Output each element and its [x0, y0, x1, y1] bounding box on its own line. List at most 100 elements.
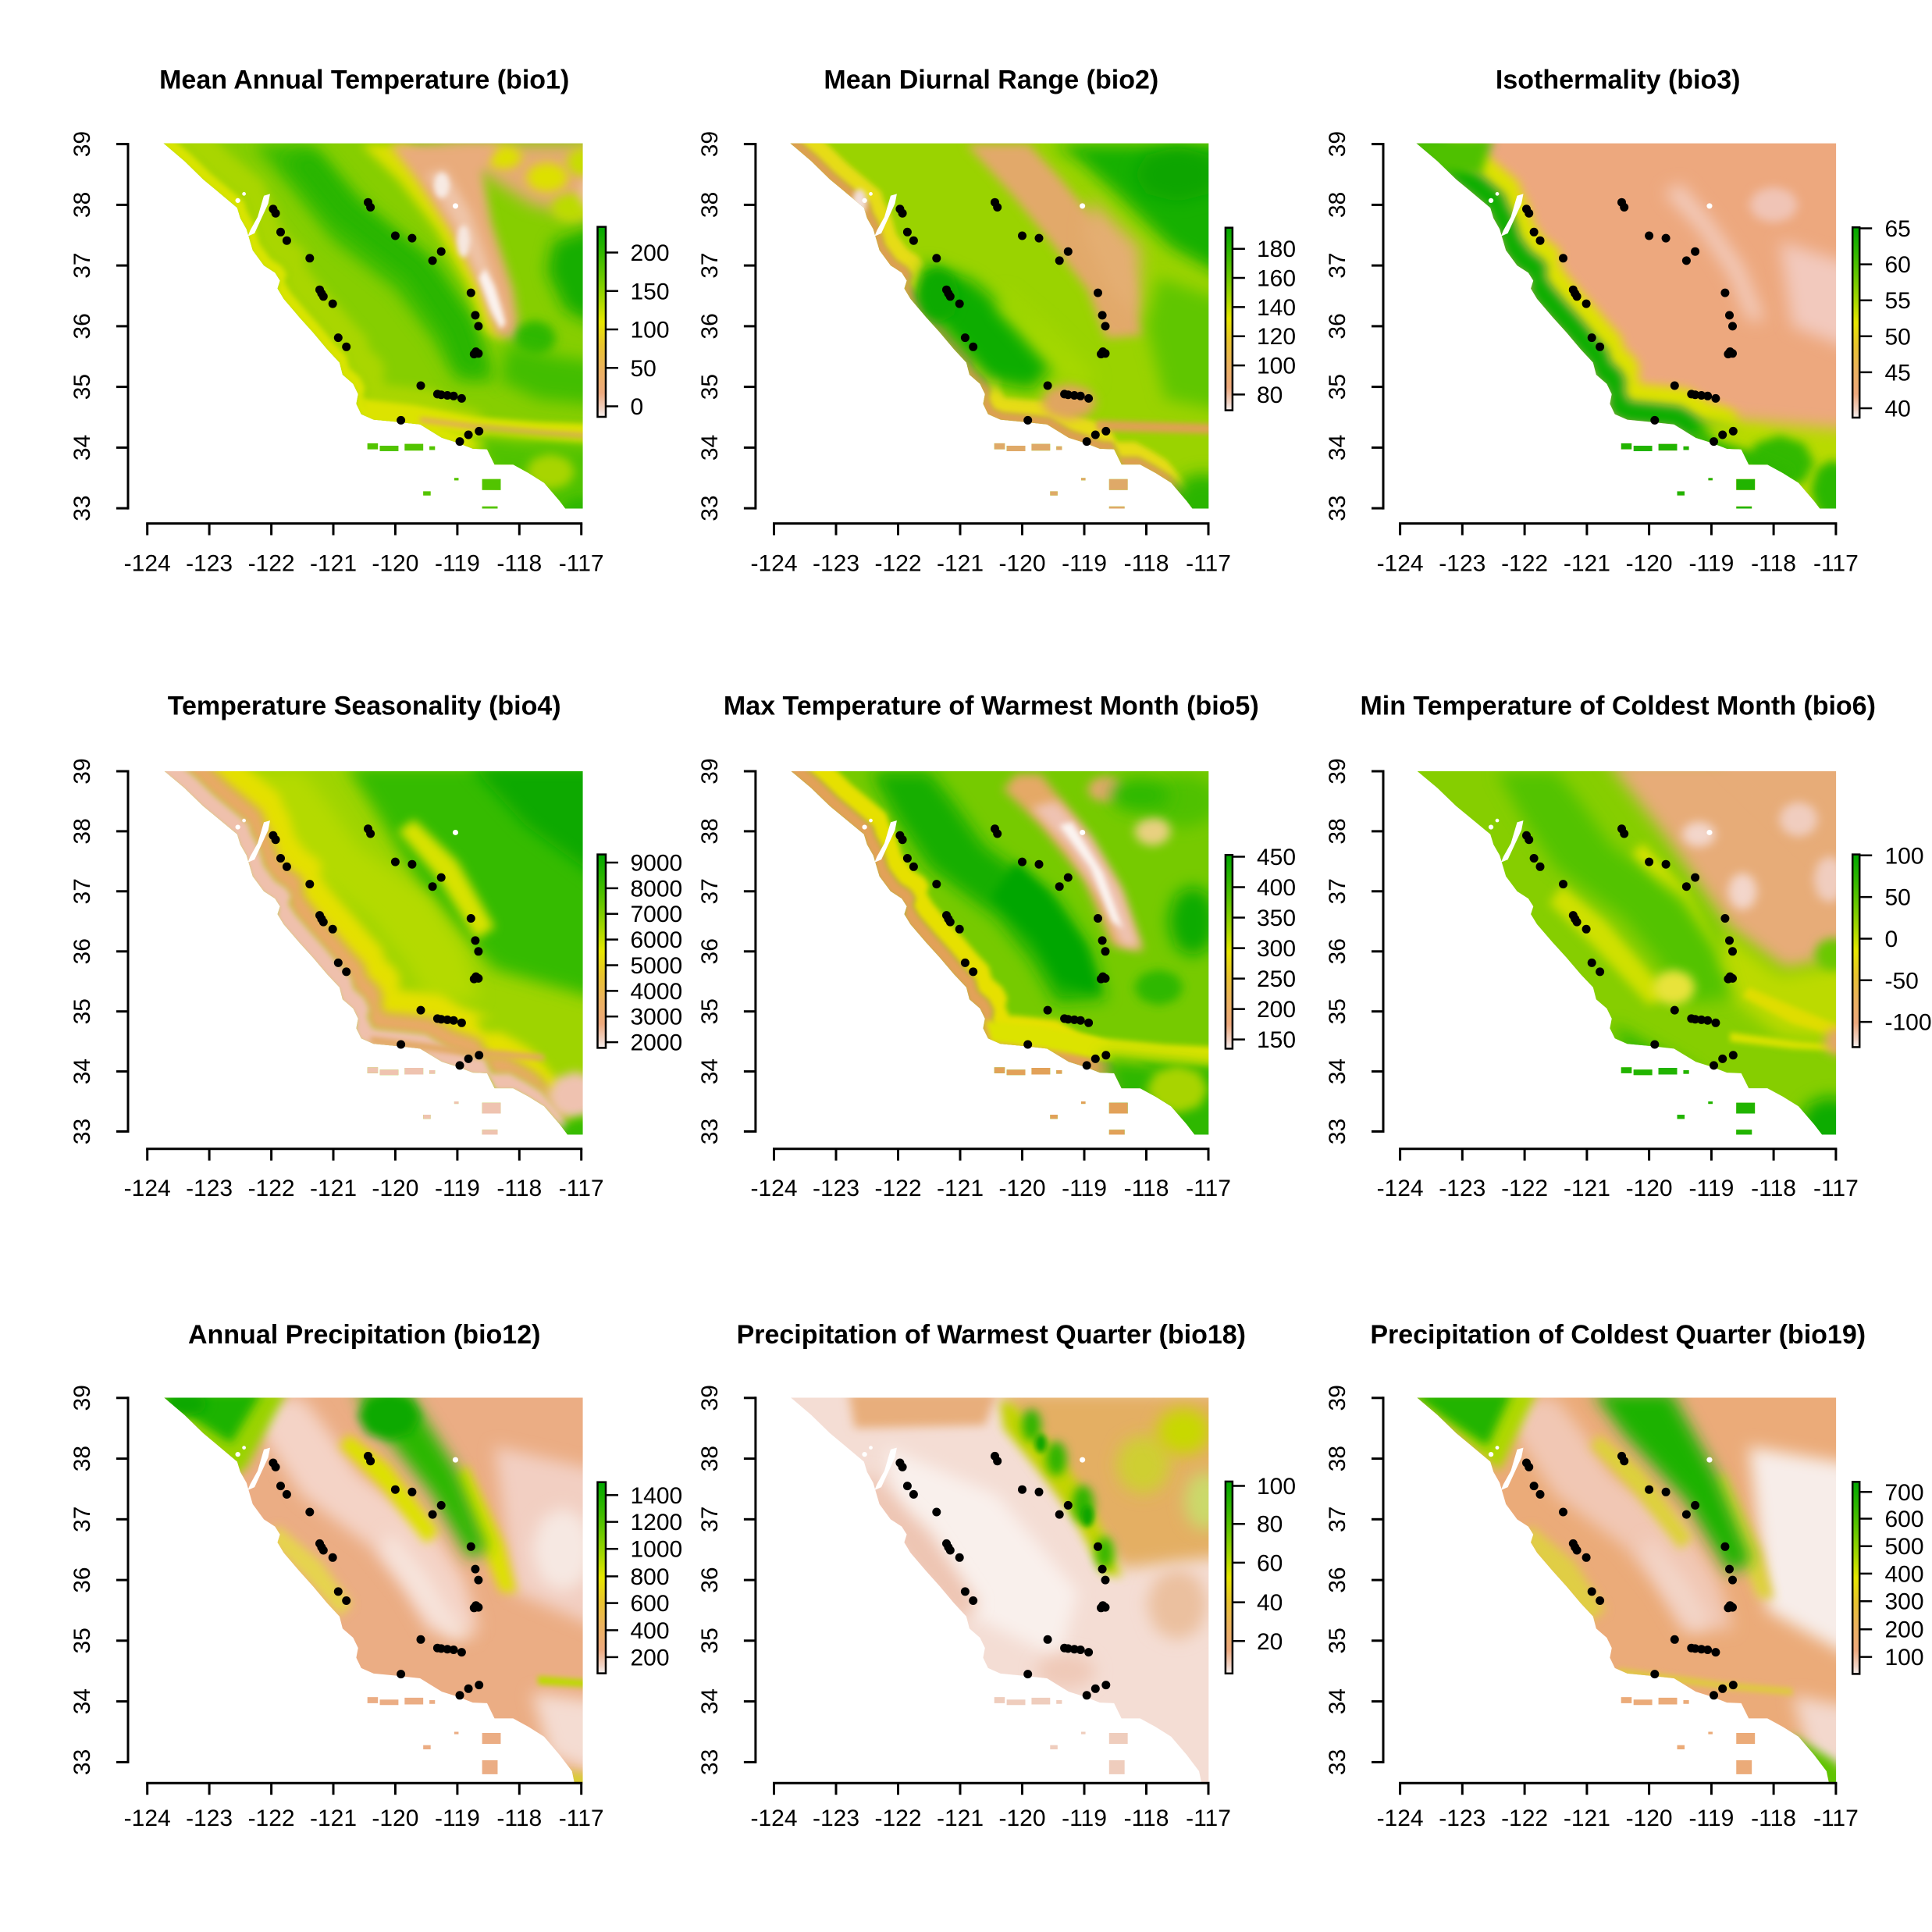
svg-text:140: 140: [1257, 295, 1296, 321]
svg-text:-119: -119: [435, 1176, 480, 1201]
svg-text:-122: -122: [1501, 1176, 1548, 1201]
svg-text:35: 35: [1325, 1628, 1350, 1653]
svg-text:-117: -117: [1813, 1176, 1859, 1201]
svg-text:-122: -122: [874, 1176, 921, 1201]
svg-text:-120: -120: [372, 1176, 418, 1201]
svg-text:800: 800: [631, 1564, 670, 1590]
svg-text:37: 37: [1325, 1507, 1350, 1532]
svg-text:-117: -117: [1186, 1176, 1231, 1201]
svg-text:-121: -121: [937, 1806, 984, 1831]
svg-text:-123: -123: [1439, 1806, 1485, 1831]
svg-text:-122: -122: [874, 1806, 921, 1831]
svg-text:-121: -121: [310, 1806, 357, 1831]
svg-text:60: 60: [1885, 252, 1911, 278]
svg-text:-50: -50: [1885, 968, 1919, 994]
svg-text:39: 39: [697, 1385, 723, 1411]
svg-text:34: 34: [69, 1059, 95, 1084]
svg-text:-121: -121: [310, 551, 357, 577]
svg-text:39: 39: [69, 131, 95, 157]
svg-text:80: 80: [1257, 1512, 1283, 1538]
svg-text:450: 450: [1257, 845, 1296, 870]
svg-text:300: 300: [1257, 936, 1296, 962]
svg-text:-122: -122: [248, 1176, 295, 1201]
svg-text:-118: -118: [496, 551, 542, 577]
svg-text:-118: -118: [1124, 551, 1169, 577]
svg-text:80: 80: [1257, 382, 1283, 408]
svg-text:-120: -120: [372, 1806, 418, 1831]
svg-text:-122: -122: [1501, 551, 1548, 577]
svg-text:600: 600: [1885, 1507, 1924, 1532]
svg-text:36: 36: [697, 313, 723, 339]
svg-text:60: 60: [1257, 1550, 1283, 1576]
svg-text:-119: -119: [1062, 1176, 1107, 1201]
svg-text:65: 65: [1885, 216, 1911, 242]
svg-text:-122: -122: [1501, 1806, 1548, 1831]
svg-text:35: 35: [69, 998, 95, 1024]
svg-text:35: 35: [69, 374, 95, 400]
svg-text:39: 39: [69, 758, 95, 784]
svg-text:4000: 4000: [631, 979, 683, 1005]
svg-text:6000: 6000: [631, 927, 683, 953]
svg-text:34: 34: [1325, 1688, 1350, 1714]
svg-text:-117: -117: [1186, 1806, 1231, 1831]
svg-text:50: 50: [631, 356, 656, 382]
svg-text:-123: -123: [1439, 1176, 1485, 1201]
svg-text:180: 180: [1257, 237, 1296, 262]
svg-text:Mean Annual Temperature (bio1): Mean Annual Temperature (bio1): [159, 66, 569, 95]
svg-text:-119: -119: [435, 551, 480, 577]
svg-text:100: 100: [1257, 1474, 1296, 1500]
svg-text:-118: -118: [1751, 1176, 1796, 1201]
svg-text:-124: -124: [750, 1806, 797, 1831]
svg-text:36: 36: [1325, 1567, 1350, 1592]
svg-text:-117: -117: [559, 1806, 604, 1831]
svg-text:-120: -120: [372, 551, 418, 577]
svg-text:9000: 9000: [631, 851, 683, 877]
svg-text:500: 500: [1885, 1534, 1924, 1560]
svg-text:-118: -118: [1751, 551, 1796, 577]
svg-text:39: 39: [1325, 1385, 1350, 1411]
svg-text:-123: -123: [186, 551, 233, 577]
svg-text:-119: -119: [1062, 551, 1107, 577]
svg-text:-118: -118: [496, 1176, 542, 1201]
svg-text:-118: -118: [1751, 1806, 1796, 1831]
svg-text:-121: -121: [1564, 1806, 1610, 1831]
svg-text:33: 33: [69, 495, 95, 521]
svg-text:-124: -124: [750, 551, 797, 577]
svg-text:400: 400: [1257, 875, 1296, 901]
svg-text:-118: -118: [1124, 1806, 1169, 1831]
svg-text:33: 33: [1325, 1119, 1350, 1144]
svg-text:-119: -119: [1688, 551, 1734, 577]
svg-text:33: 33: [69, 1749, 95, 1775]
svg-text:39: 39: [697, 758, 723, 784]
svg-text:37: 37: [697, 1507, 723, 1532]
svg-text:-120: -120: [1626, 1806, 1673, 1831]
svg-text:-120: -120: [998, 551, 1045, 577]
svg-text:2000: 2000: [631, 1030, 683, 1056]
svg-text:37: 37: [1325, 252, 1350, 278]
svg-text:38: 38: [69, 818, 95, 844]
svg-text:36: 36: [1325, 313, 1350, 339]
svg-text:100: 100: [1257, 354, 1296, 379]
svg-text:200: 200: [1885, 1617, 1924, 1643]
svg-text:-124: -124: [750, 1176, 797, 1201]
svg-text:-124: -124: [1377, 551, 1424, 577]
svg-text:5000: 5000: [631, 953, 683, 979]
svg-text:36: 36: [697, 1567, 723, 1592]
svg-text:1400: 1400: [631, 1483, 683, 1509]
svg-text:-120: -120: [998, 1176, 1045, 1201]
svg-text:33: 33: [1325, 495, 1350, 521]
svg-text:35: 35: [69, 1628, 95, 1653]
svg-text:-119: -119: [1062, 1806, 1107, 1831]
svg-text:160: 160: [1257, 266, 1296, 292]
svg-text:39: 39: [697, 131, 723, 157]
svg-text:55: 55: [1885, 288, 1911, 314]
svg-text:Precipitation of Coldest Quart: Precipitation of Coldest Quarter (bio19): [1370, 1320, 1866, 1350]
svg-text:37: 37: [69, 252, 95, 278]
svg-text:Min Temperature of Coldest Mon: Min Temperature of Coldest Month (bio6): [1360, 691, 1875, 720]
svg-text:38: 38: [1325, 192, 1350, 218]
svg-text:-124: -124: [124, 1176, 171, 1201]
svg-text:0: 0: [631, 394, 644, 420]
svg-text:34: 34: [69, 435, 95, 461]
svg-text:-117: -117: [559, 551, 604, 577]
svg-text:34: 34: [1325, 435, 1350, 461]
